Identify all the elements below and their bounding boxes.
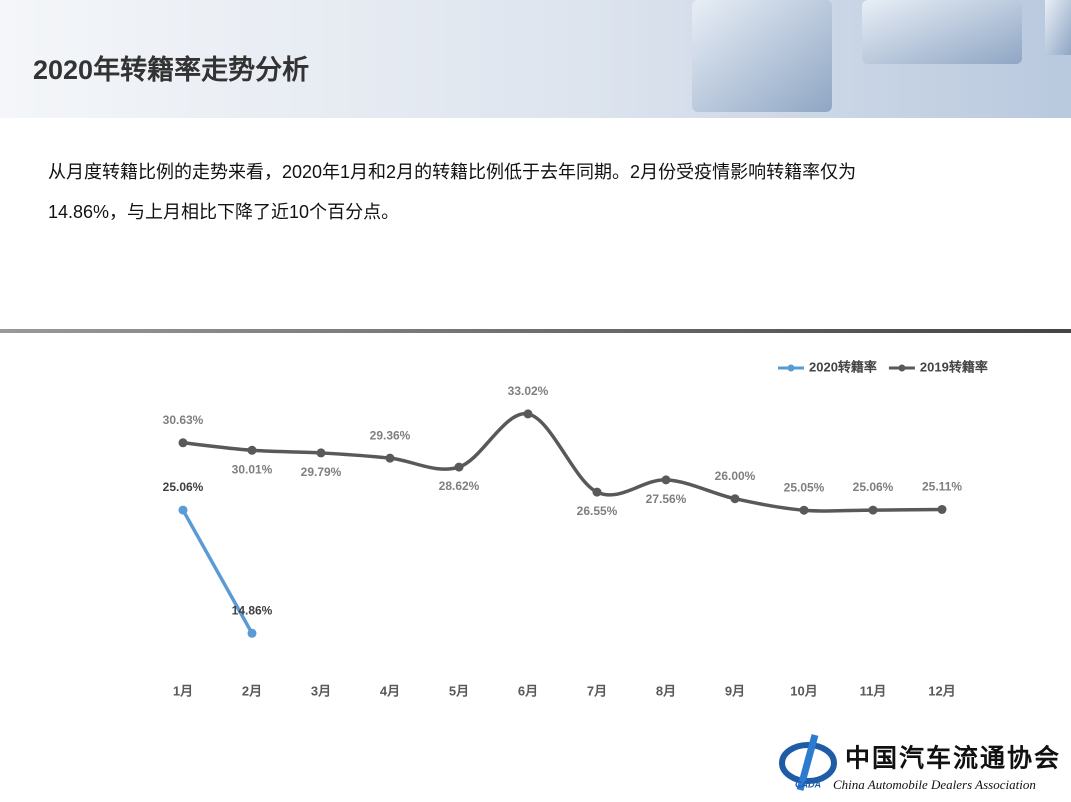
data-point	[730, 494, 740, 504]
data-point	[799, 505, 809, 515]
chart: 1月 2月 3月 4月 5月 6月 7月 8月 9月 10月 11月 12月 2020转籍率 2019转籍…	[163, 359, 988, 698]
series-line	[181, 509, 254, 635]
x-tick-label: 10月	[790, 683, 817, 698]
data-label: 33.02%	[508, 384, 549, 398]
logo: CADA 中国汽车流通协会 China Automobile Dealers A…	[779, 734, 1061, 792]
logo-english: China Automobile Dealers Association	[833, 777, 1036, 792]
legend-label: 2020转籍率	[809, 359, 877, 374]
x-tick-label: 4月	[380, 683, 400, 698]
data-label: 27.56%	[646, 492, 687, 506]
x-tick-label: 6月	[518, 683, 538, 698]
data-label: 28.62%	[439, 479, 480, 493]
data-point	[523, 409, 533, 419]
legend-swatch-dot	[787, 364, 795, 372]
data-point	[178, 438, 188, 448]
data-point	[316, 448, 326, 458]
data-label: 29.79%	[301, 465, 342, 479]
data-label: 25.06%	[853, 480, 894, 494]
logo-name: 中国汽车流通协会	[845, 744, 1061, 773]
legend-swatch-dot	[898, 364, 906, 372]
paragraph-line: 从月度转籍比例的走势来看，2020年1月和2月的转籍比例低于去年同期。2月份受疫…	[48, 162, 856, 182]
data-point	[385, 453, 395, 463]
x-tick-label: 2月	[242, 683, 262, 698]
data-point	[178, 505, 188, 515]
data-point	[247, 628, 257, 638]
data-label: 25.05%	[784, 480, 825, 494]
data-label: 25.06%	[163, 480, 204, 494]
data-point	[868, 505, 878, 515]
header-cube	[692, 0, 832, 112]
header-cube	[862, 0, 1022, 64]
header-cube	[1045, 0, 1071, 55]
x-tick-label: 7月	[587, 683, 607, 698]
data-label: 30.01%	[232, 462, 273, 476]
x-tick-label: 1月	[173, 683, 193, 698]
x-tick-label: 9月	[725, 683, 745, 698]
data-label: 14.86%	[232, 603, 273, 617]
x-tick-label: 8月	[656, 683, 676, 698]
data-label: 29.36%	[370, 428, 411, 442]
data-point	[454, 462, 464, 472]
slide-title: 2020年转籍率走势分析	[33, 54, 309, 85]
x-tick-label: 11月	[860, 683, 887, 698]
data-label: 26.55%	[577, 504, 618, 518]
divider	[0, 329, 1071, 333]
data-point	[247, 445, 257, 455]
paragraph-line: 14.86%，与上月相比下降了近10个百分点。	[48, 202, 399, 222]
data-point	[937, 504, 947, 514]
data-label: 30.63%	[163, 413, 204, 427]
data-point	[592, 487, 602, 497]
logo-stroke	[796, 734, 819, 791]
data-label: 26.00%	[715, 469, 756, 483]
logo-mark: CADA	[795, 779, 821, 789]
legend-label: 2019转籍率	[920, 359, 988, 374]
x-tick-label: 5月	[449, 683, 469, 698]
data-point	[661, 475, 671, 485]
x-tick-label: 12月	[928, 683, 955, 698]
x-tick-label: 3月	[311, 683, 331, 698]
logo-ring	[779, 742, 837, 784]
data-label: 25.11%	[922, 480, 962, 494]
